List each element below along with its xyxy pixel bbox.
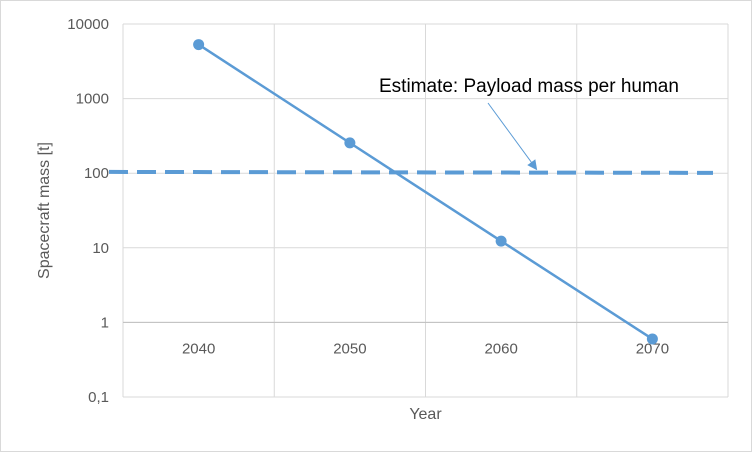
y-tick-labels: 0,1 1 10 100 1000 10000 [67,16,109,406]
y-tick-label: 10 [92,240,109,257]
payload-estimate-dashed-line [108,169,714,175]
y-tick-label: 1000 [76,91,109,108]
annotation-label: Estimate: Payload mass per human [379,76,679,97]
x-axis-title: Year [409,406,442,423]
x-tick-labels: 2040 2050 2060 2070 [182,340,669,357]
y-axis-title: Spacecraft mass [t] [36,142,53,279]
reference-lines [108,169,714,175]
annotation-arrow [487,102,538,171]
spacecraft-mass-line [197,43,654,340]
data-point [344,137,356,149]
data-point [646,333,658,345]
data-point [495,235,507,247]
data-markers [193,39,658,345]
annotations: Estimate: Payload mass per human [379,76,679,171]
y-tick-label: 0,1 [88,389,109,406]
x-tick-label: 2040 [182,340,215,357]
y-tick-label: 100 [84,165,109,182]
x-tick-label: 2060 [484,340,517,357]
data-point [193,39,205,51]
y-tick-label: 10000 [67,16,109,33]
x-tick-label: 2070 [636,340,669,357]
series-lines [197,43,654,340]
y-tick-label: 1 [101,314,109,331]
x-tick-label: 2050 [333,340,366,357]
